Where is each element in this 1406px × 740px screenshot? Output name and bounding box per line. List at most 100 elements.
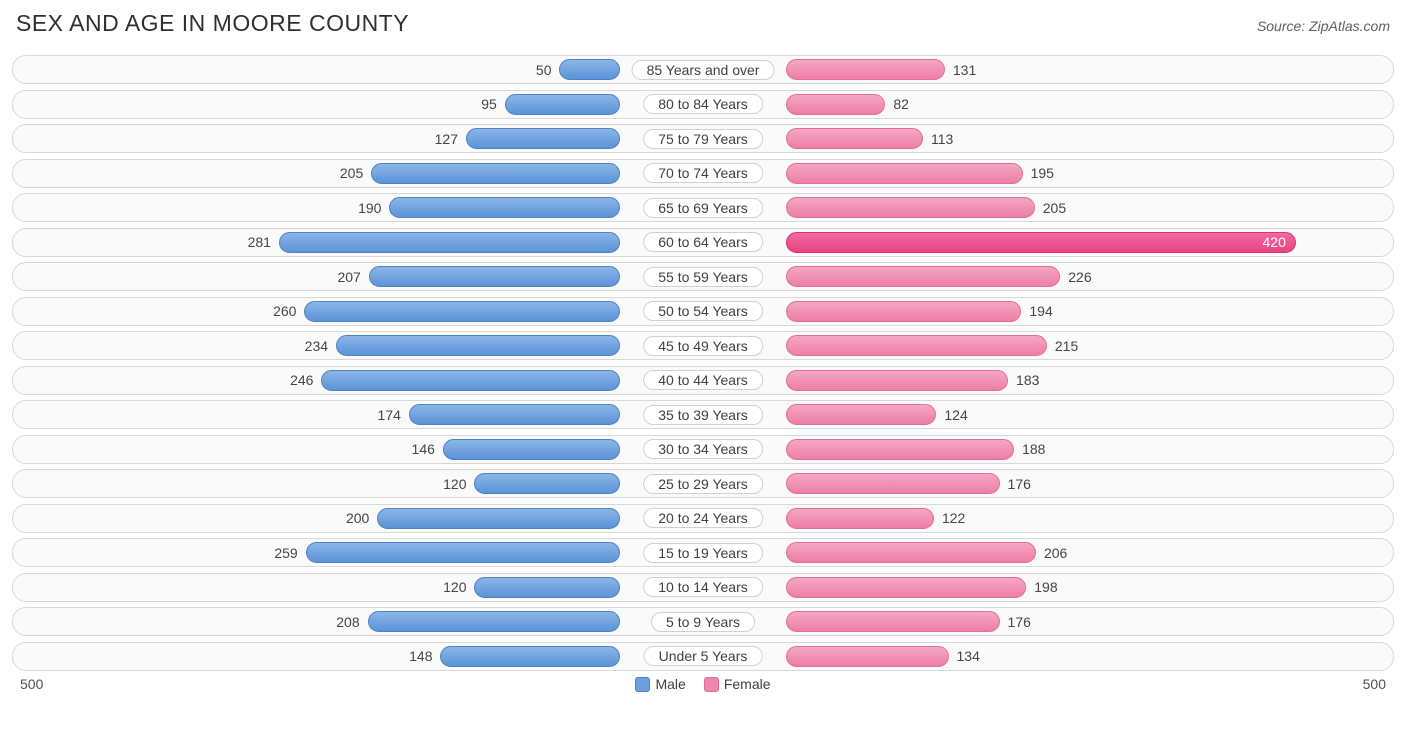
bar-male	[371, 163, 620, 184]
pyramid-row: 234 215 45 to 49 Years	[12, 331, 1394, 360]
swatch-male	[635, 677, 650, 692]
bar-male	[369, 266, 620, 287]
value-label-male: 200	[346, 510, 369, 526]
value-label-female: 215	[1055, 338, 1078, 354]
axis-max-right: 500	[1363, 676, 1386, 692]
bar-male	[466, 128, 620, 149]
category-label: 70 to 74 Years	[643, 163, 763, 183]
bar-female	[786, 404, 937, 425]
bar-female	[786, 266, 1060, 287]
value-label-male: 281	[248, 234, 271, 250]
bar-female	[786, 335, 1047, 356]
value-label-male: 208	[336, 614, 359, 630]
value-label-female: 195	[1031, 165, 1054, 181]
category-label: Under 5 Years	[644, 646, 763, 666]
pyramid-row: 20722655 to 59 Years	[12, 262, 1394, 291]
value-label-male: 207	[337, 269, 360, 285]
value-label-female: 124	[944, 407, 967, 423]
value-label-male: 190	[358, 200, 381, 216]
bar-female	[786, 646, 949, 667]
value-label-male: 120	[443, 579, 466, 595]
value-label-female: 194	[1029, 303, 1052, 319]
bar-male	[336, 335, 620, 356]
bar-male	[377, 508, 620, 529]
bar-female	[786, 508, 934, 529]
pyramid-row: 190 205 65 to 69 Years	[12, 193, 1394, 222]
value-label-female: 176	[1008, 476, 1031, 492]
category-label: 65 to 69 Years	[643, 198, 763, 218]
bar-female	[786, 370, 1008, 391]
value-label-male: 259	[274, 545, 297, 561]
legend-item-female: Female	[704, 676, 771, 692]
category-label: 85 Years and over	[632, 60, 775, 80]
value-label-female: 131	[953, 62, 976, 78]
population-pyramid-chart: 50 131 85 Years and over 958280 to 84 Years…	[12, 55, 1394, 671]
axis-max-left: 500	[20, 676, 43, 692]
pyramid-row: 26019450 to 54 Years	[12, 297, 1394, 326]
category-label: 80 to 84 Years	[643, 94, 763, 114]
pyramid-row: 50 131 85 Years and over	[12, 55, 1394, 84]
pyramid-row: 28142060 to 64 Years	[12, 228, 1394, 257]
pyramid-row: 958280 to 84 Years	[12, 90, 1394, 119]
bar-male	[389, 197, 620, 218]
pyramid-row: 146 188 30 to 34 Years	[12, 435, 1394, 464]
bar-male	[368, 611, 621, 632]
value-label-female: 122	[942, 510, 965, 526]
value-label-male: 148	[409, 648, 432, 664]
legend-label-male: Male	[655, 676, 685, 692]
category-label: 25 to 29 Years	[643, 474, 763, 494]
legend-item-male: Male	[635, 676, 685, 692]
pyramid-row: 174 124 35 to 39 Years	[12, 400, 1394, 429]
bar-male	[505, 94, 620, 115]
value-label-male: 246	[290, 372, 313, 388]
category-label: 60 to 64 Years	[643, 232, 763, 252]
pyramid-row: 25920615 to 19 Years	[12, 538, 1394, 567]
chart-legend: Male Female	[635, 676, 770, 692]
bar-male	[443, 439, 620, 460]
bar-male	[440, 646, 620, 667]
bar-female	[786, 577, 1026, 598]
bar-female	[786, 59, 945, 80]
pyramid-row: 24618340 to 44 Years	[12, 366, 1394, 395]
chart-header: SEX AND AGE IN MOORE COUNTY Source: ZipA…	[12, 10, 1394, 37]
category-label: 50 to 54 Years	[643, 301, 763, 321]
value-label-female: 198	[1034, 579, 1057, 595]
value-label-female: 134	[957, 648, 980, 664]
pyramid-row: 120 198 10 to 14 Years	[12, 573, 1394, 602]
pyramid-row: 205 195 70 to 74 Years	[12, 159, 1394, 188]
bar-male	[279, 232, 620, 253]
legend-label-female: Female	[724, 676, 771, 692]
bar-female	[786, 473, 1000, 494]
value-label-female: 205	[1043, 200, 1066, 216]
value-label-male: 174	[378, 407, 401, 423]
bar-male	[304, 301, 620, 322]
category-label: 40 to 44 Years	[643, 370, 763, 390]
bar-female	[786, 301, 1022, 322]
bar-female	[786, 94, 886, 115]
swatch-female	[704, 677, 719, 692]
category-label: 10 to 14 Years	[643, 577, 763, 597]
value-label-male: 234	[305, 338, 328, 354]
category-label: 30 to 34 Years	[643, 439, 763, 459]
category-label: 75 to 79 Years	[643, 129, 763, 149]
bar-male	[321, 370, 620, 391]
pyramid-row: 2081765 to 9 Years	[12, 607, 1394, 636]
bar-female	[786, 197, 1035, 218]
pyramid-row: 148 134 Under 5 Years	[12, 642, 1394, 671]
value-label-male: 146	[412, 441, 435, 457]
category-label: 35 to 39 Years	[643, 405, 763, 425]
bar-male	[409, 404, 620, 425]
chart-title: SEX AND AGE IN MOORE COUNTY	[16, 10, 409, 37]
value-label-female: 176	[1008, 614, 1031, 630]
value-label-female: 188	[1022, 441, 1045, 457]
bar-male	[474, 473, 620, 494]
category-label: 45 to 49 Years	[643, 336, 763, 356]
pyramid-row: 12017625 to 29 Years	[12, 469, 1394, 498]
value-label-female: 226	[1068, 269, 1091, 285]
value-label-male: 205	[340, 165, 363, 181]
bar-female	[786, 128, 923, 149]
bar-male	[474, 577, 620, 598]
value-label-female: 206	[1044, 545, 1067, 561]
value-label-male: 50	[536, 62, 552, 78]
value-label-female: 113	[931, 131, 953, 147]
